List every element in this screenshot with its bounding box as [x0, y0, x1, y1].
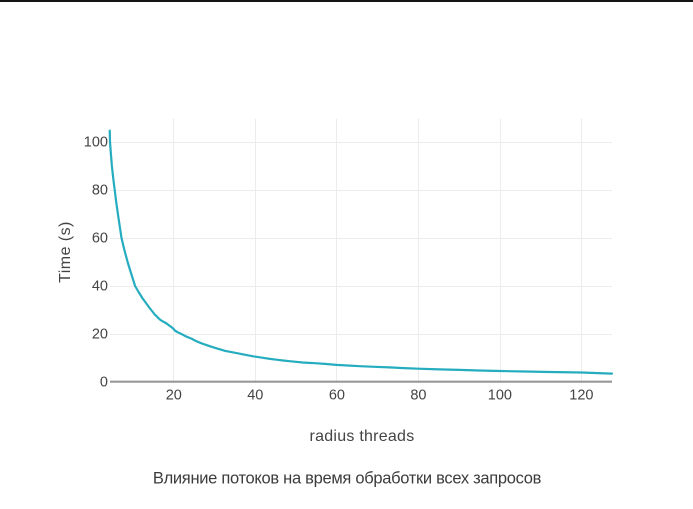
svg-text:radius threads: radius threads — [310, 428, 415, 445]
svg-text:100: 100 — [84, 135, 108, 151]
svg-text:100: 100 — [488, 388, 512, 404]
svg-text:20: 20 — [92, 327, 108, 343]
svg-text:Time (s): Time (s) — [57, 221, 74, 283]
svg-text:80: 80 — [92, 183, 108, 199]
svg-text:0: 0 — [100, 375, 108, 391]
svg-text:60: 60 — [329, 388, 345, 404]
svg-text:40: 40 — [92, 279, 108, 295]
svg-text:120: 120 — [569, 388, 593, 404]
svg-text:60: 60 — [92, 231, 108, 247]
svg-text:20: 20 — [166, 388, 182, 404]
svg-text:40: 40 — [247, 388, 263, 404]
svg-text:80: 80 — [410, 388, 426, 404]
svg-text:Влияние потоков на время обраб: Влияние потоков на время обработки всех … — [153, 469, 542, 487]
